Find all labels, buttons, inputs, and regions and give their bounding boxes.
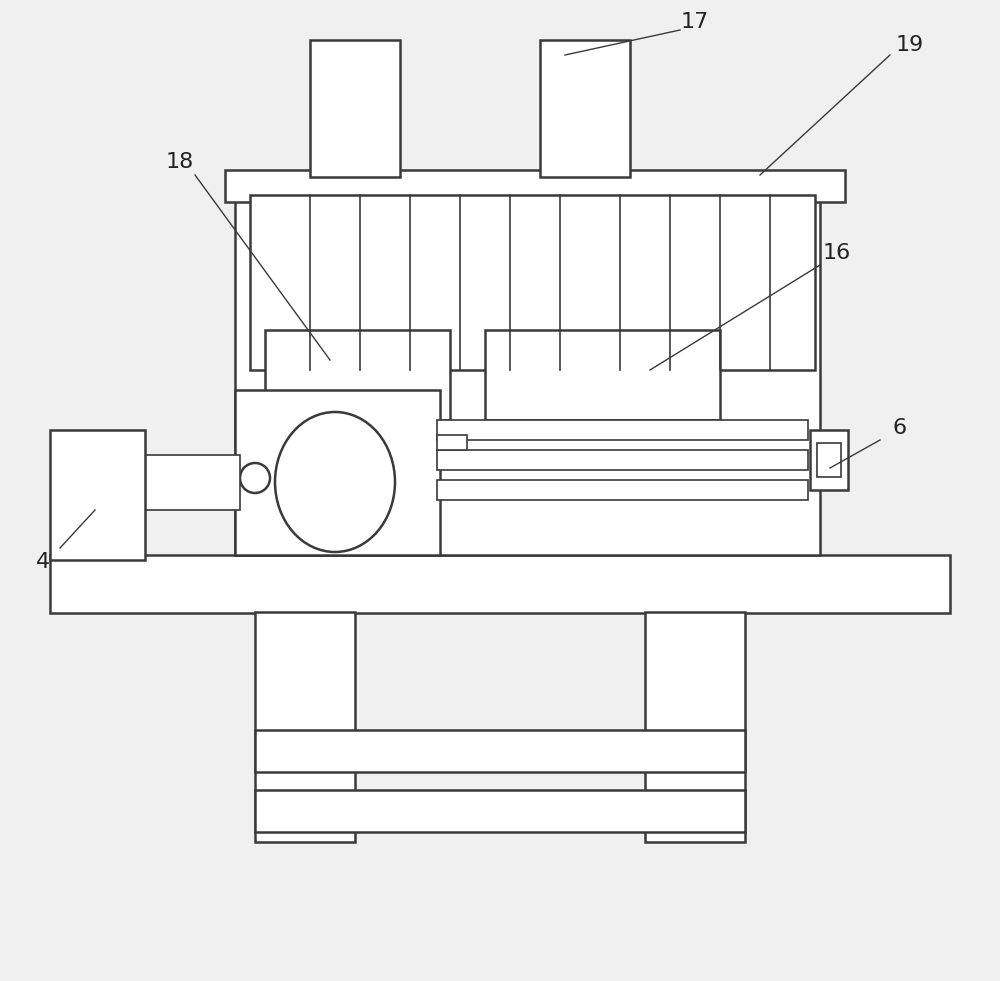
- Text: 6: 6: [893, 418, 907, 438]
- Text: 16: 16: [823, 243, 851, 263]
- Text: 4: 4: [36, 552, 50, 572]
- Ellipse shape: [275, 412, 395, 552]
- Bar: [437, 450, 808, 470]
- Text: 17: 17: [681, 12, 709, 32]
- Bar: [235, 390, 440, 555]
- Bar: [255, 730, 745, 772]
- Bar: [255, 612, 355, 842]
- Bar: [310, 40, 400, 177]
- Bar: [437, 480, 808, 500]
- Bar: [810, 430, 848, 490]
- Bar: [437, 420, 808, 440]
- Bar: [50, 430, 145, 560]
- Text: 19: 19: [896, 35, 924, 55]
- Bar: [645, 612, 745, 842]
- Bar: [50, 555, 950, 613]
- Bar: [265, 330, 450, 420]
- Text: 18: 18: [166, 152, 194, 172]
- Bar: [437, 435, 467, 450]
- Bar: [140, 455, 240, 510]
- Bar: [817, 443, 841, 477]
- Bar: [485, 330, 720, 420]
- Bar: [250, 195, 815, 370]
- Bar: [255, 790, 745, 832]
- Circle shape: [240, 463, 270, 493]
- Bar: [225, 170, 845, 202]
- Bar: [235, 175, 820, 555]
- Bar: [540, 40, 630, 177]
